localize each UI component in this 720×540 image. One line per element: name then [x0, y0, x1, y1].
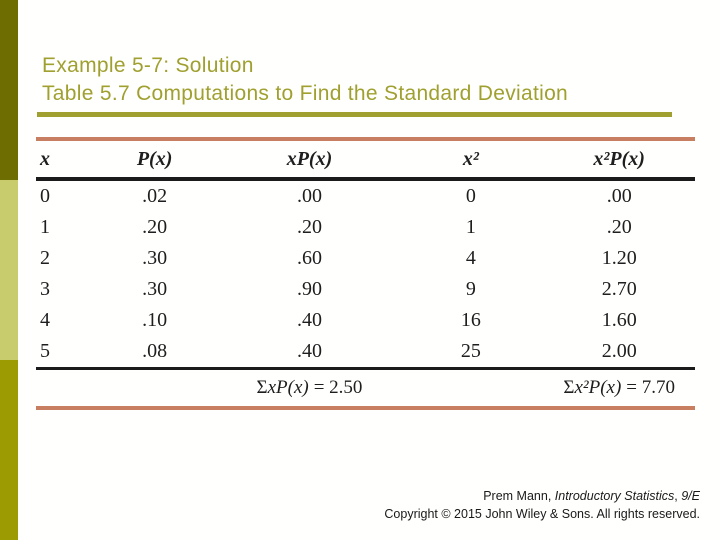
cell-x2px: .20 — [606, 216, 632, 238]
footer-book-title: Introductory Statistics — [554, 489, 675, 503]
cell-x: 5 — [40, 340, 50, 362]
cell-px: .02 — [142, 185, 168, 207]
slide-accent-bar — [0, 0, 18, 540]
table-row: 5 .08 .40 25 2.00 — [36, 336, 695, 369]
cell-x: 4 — [40, 309, 50, 331]
footer-separator: , — [674, 489, 682, 503]
cell-px: .30 — [142, 278, 168, 300]
cell-x2: 9 — [465, 278, 476, 300]
cell-x: 1 — [40, 216, 50, 238]
table-row: 1 .20 .20 1 .20 — [36, 212, 695, 243]
table-sum-row: ΣxP(x) = 2.50 Σx²P(x) = 7.70 — [36, 367, 695, 410]
cell-x2: 1 — [465, 216, 476, 238]
cell-x2: 0 — [465, 185, 476, 207]
empty-cell — [88, 367, 221, 410]
table-row: 4 .10 .40 16 1.60 — [36, 305, 695, 336]
footer-credit-line: Prem Mann, Introductory Statistics, 9/E — [140, 488, 700, 506]
sum-x2px-expression: x²P(x) — [574, 377, 622, 398]
header-x: x — [36, 139, 89, 181]
accent-bar-segment-light — [0, 180, 18, 360]
cell-xpx: .40 — [296, 340, 322, 362]
title-underline — [37, 112, 672, 117]
footer-edition: 9/E — [681, 489, 700, 503]
computations-table: x P(x) xP(x) x² x²P(x) 0 .02 .00 0 .00 1… — [36, 137, 695, 410]
cell-px: .20 — [142, 216, 168, 238]
cell-xpx: .00 — [296, 185, 322, 207]
cell-x2: 4 — [465, 247, 476, 269]
accent-bar-segment-dark — [0, 0, 18, 180]
cell-x2: 25 — [460, 340, 481, 362]
sum-xpx-expression: xP(x) — [267, 377, 309, 398]
table-header-row: x P(x) xP(x) x² x²P(x) — [36, 139, 695, 181]
cell-x2px: 1.60 — [601, 309, 637, 331]
sum-xpx-value: = 2.50 — [313, 377, 363, 398]
cell-x2: 16 — [460, 309, 481, 331]
slide-title: Example 5-7: Solution Table 5.7 Computat… — [42, 52, 692, 108]
header-x-squared: x² — [398, 139, 544, 181]
slide-footer: Prem Mann, Introductory Statistics, 9/E … — [140, 488, 700, 523]
cell-px: .08 — [142, 340, 168, 362]
cell-px: .10 — [142, 309, 168, 331]
header-x-squared-px: x²P(x) — [543, 139, 695, 181]
cell-x: 3 — [40, 278, 50, 300]
footer-copyright-line: Copyright © 2015 John Wiley & Sons. All … — [384, 506, 700, 521]
sum-x2px-value: = 7.70 — [626, 377, 675, 398]
cell-x2px: 1.20 — [601, 247, 637, 269]
sigma-symbol: Σ — [256, 377, 268, 398]
cell-px: .30 — [142, 247, 168, 269]
footer-author: Prem Mann, — [483, 489, 555, 503]
table-row: 0 .02 .00 0 .00 — [36, 179, 695, 212]
table-container: x P(x) xP(x) x² x²P(x) 0 .02 .00 0 .00 1… — [36, 137, 695, 410]
accent-bar-segment-medium — [0, 360, 18, 540]
empty-cell — [398, 367, 544, 410]
sum-x2px: Σx²P(x) = 7.70 — [543, 367, 695, 410]
empty-cell — [36, 367, 89, 410]
cell-x2px: .00 — [606, 185, 632, 207]
cell-x: 0 — [40, 185, 50, 207]
header-px: P(x) — [88, 139, 221, 181]
sigma-symbol: Σ — [563, 377, 575, 398]
cell-xpx: .90 — [296, 278, 322, 300]
header-xpx: xP(x) — [220, 139, 399, 181]
cell-x2px: 2.70 — [601, 278, 637, 300]
cell-xpx: .60 — [296, 247, 322, 269]
cell-xpx: .40 — [296, 309, 322, 331]
sum-xpx: ΣxP(x) = 2.50 — [220, 367, 399, 410]
cell-x: 2 — [40, 247, 50, 269]
title-line-2: Table 5.7 Computations to Find the Stand… — [42, 82, 569, 105]
cell-x2px: 2.00 — [601, 340, 637, 362]
table-row: 3 .30 .90 9 2.70 — [36, 274, 695, 305]
cell-xpx: .20 — [296, 216, 322, 238]
title-line-1: Example 5-7: Solution — [42, 54, 254, 77]
table-row: 2 .30 .60 4 1.20 — [36, 243, 695, 274]
